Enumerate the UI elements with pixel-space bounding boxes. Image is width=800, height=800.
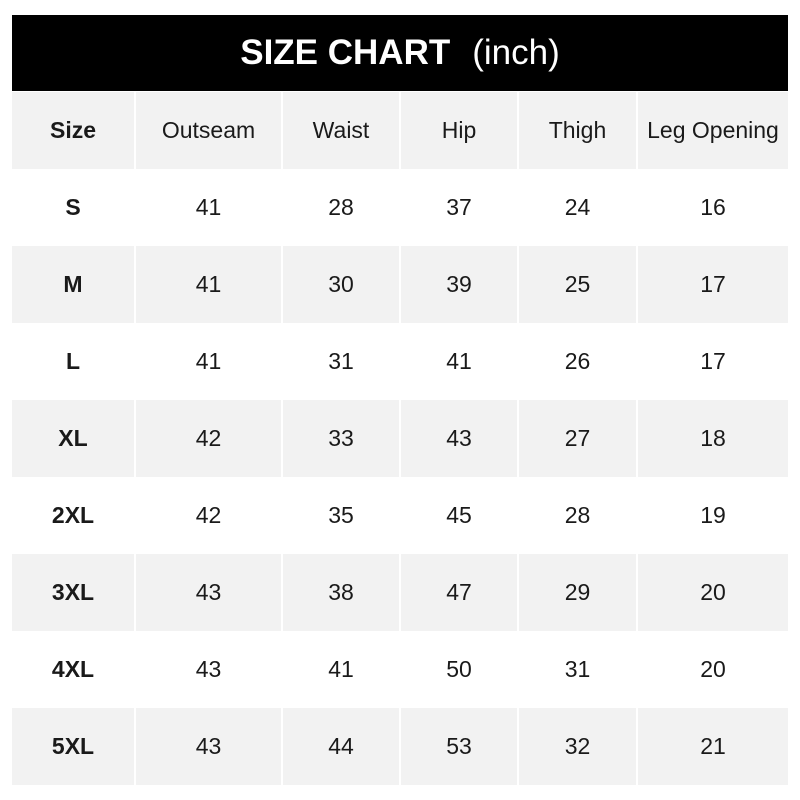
- measurement-cell: 53: [399, 708, 518, 785]
- measurement-cell: 25: [517, 246, 637, 323]
- measurement-cell: 24: [517, 169, 637, 246]
- measurement-cell: 28: [281, 169, 400, 246]
- column-header: Hip: [399, 92, 518, 169]
- table-row: XL 42 33 43 27 18: [12, 400, 788, 477]
- size-chart-title: SIZE CHART (inch): [12, 15, 788, 91]
- table-row: 4XL 43 41 50 31 20: [12, 631, 788, 708]
- column-header: Outseam: [134, 92, 282, 169]
- measurement-cell: 47: [399, 554, 518, 631]
- measurement-cell: 20: [636, 554, 788, 631]
- measurement-cell: 41: [134, 246, 282, 323]
- measurement-cell: 43: [134, 554, 282, 631]
- table-row: M 41 30 39 25 17: [12, 246, 788, 323]
- size-label: 4XL: [12, 631, 135, 708]
- measurement-cell: 26: [517, 323, 637, 400]
- measurement-cell: 29: [517, 554, 637, 631]
- measurement-cell: 43: [134, 708, 282, 785]
- measurement-cell: 17: [636, 323, 788, 400]
- measurement-cell: 16: [636, 169, 788, 246]
- size-label: 2XL: [12, 477, 135, 554]
- measurement-cell: 50: [399, 631, 518, 708]
- measurement-cell: 45: [399, 477, 518, 554]
- measurement-cell: 43: [134, 631, 282, 708]
- size-label: 3XL: [12, 554, 135, 631]
- size-table: Size Outseam Waist Hip Thigh Leg Opening S 41 28…: [12, 92, 788, 785]
- table-row: 2XL 42 35 45 28 19: [12, 477, 788, 554]
- measurement-cell: 19: [636, 477, 788, 554]
- column-header: Leg Opening: [636, 92, 788, 169]
- measurement-cell: 42: [134, 400, 282, 477]
- size-label: XL: [12, 400, 135, 477]
- measurement-cell: 41: [134, 323, 282, 400]
- table-row: L 41 31 41 26 17: [12, 323, 788, 400]
- measurement-cell: 32: [517, 708, 637, 785]
- measurement-cell: 31: [281, 323, 400, 400]
- table-row: 3XL 43 38 47 29 20: [12, 554, 788, 631]
- measurement-cell: 44: [281, 708, 400, 785]
- size-label: M: [12, 246, 135, 323]
- size-label: 5XL: [12, 708, 135, 785]
- measurement-cell: 27: [517, 400, 637, 477]
- measurement-cell: 35: [281, 477, 400, 554]
- table-row: S 41 28 37 24 16: [12, 169, 788, 246]
- column-header: Thigh: [517, 92, 637, 169]
- measurement-cell: 28: [517, 477, 637, 554]
- title-main: SIZE CHART: [240, 33, 451, 72]
- header-row: Size Outseam Waist Hip Thigh Leg Opening: [12, 92, 788, 169]
- column-header: Waist: [281, 92, 400, 169]
- measurement-cell: 43: [399, 400, 518, 477]
- measurement-cell: 41: [134, 169, 282, 246]
- measurement-cell: 33: [281, 400, 400, 477]
- measurement-cell: 41: [399, 323, 518, 400]
- table-row: 5XL 43 44 53 32 21: [12, 708, 788, 785]
- column-header: Size: [12, 92, 135, 169]
- measurement-cell: 37: [399, 169, 518, 246]
- measurement-cell: 41: [281, 631, 400, 708]
- measurement-cell: 42: [134, 477, 282, 554]
- measurement-cell: 31: [517, 631, 637, 708]
- measurement-cell: 38: [281, 554, 400, 631]
- measurement-cell: 17: [636, 246, 788, 323]
- measurement-cell: 39: [399, 246, 518, 323]
- measurement-cell: 21: [636, 708, 788, 785]
- measurement-cell: 20: [636, 631, 788, 708]
- title-unit: (inch): [472, 33, 560, 72]
- size-label: S: [12, 169, 135, 246]
- measurement-cell: 18: [636, 400, 788, 477]
- size-label: L: [12, 323, 135, 400]
- measurement-cell: 30: [281, 246, 400, 323]
